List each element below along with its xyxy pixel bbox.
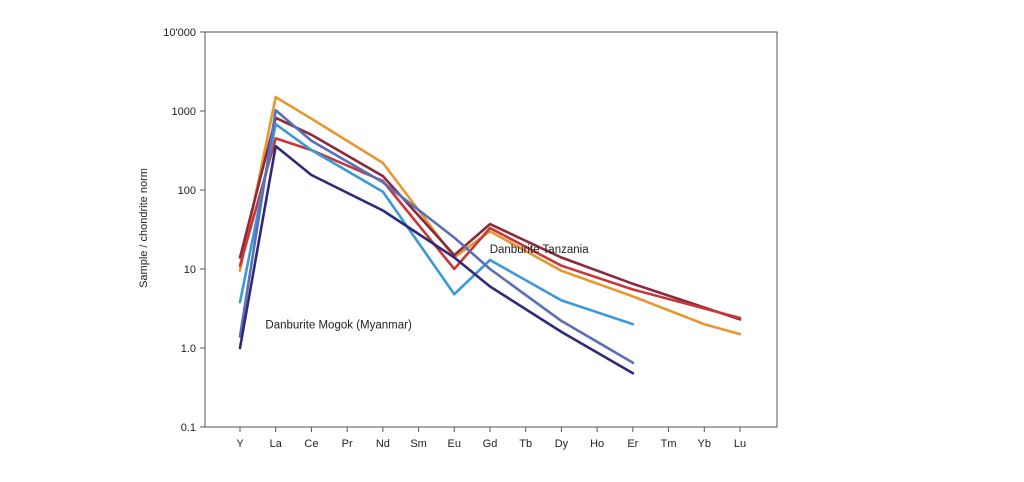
annotations: Danburite Tanzania Danburite Mogok (Myanm… bbox=[265, 244, 589, 332]
series-line-mogok-4 bbox=[238, 122, 635, 326]
series-line-mogok-6 bbox=[238, 144, 635, 375]
series-lines bbox=[238, 95, 742, 375]
x-tick-label-pr: Pr bbox=[342, 438, 353, 450]
y-tick-label: 1.0 bbox=[181, 343, 196, 355]
x-tick-label-ce: Ce bbox=[304, 438, 318, 450]
x-tick-label-yb: Yb bbox=[698, 438, 711, 450]
x-tick-label-tm: Tm bbox=[661, 438, 677, 450]
y-tick-label: 10'000 bbox=[163, 27, 196, 39]
series-line-tanzania-1 bbox=[238, 95, 742, 336]
y-tick-label: 100 bbox=[178, 185, 196, 197]
axes: 0.1 1.0 10 100 1000 10'000 Y La Ce Pr Nd Sm Eu Gd Tb Dy… bbox=[163, 27, 778, 450]
x-tick-label-y: Y bbox=[236, 438, 244, 450]
x-tick-label-gd: Gd bbox=[483, 438, 498, 450]
series-line-tanzania-3 bbox=[238, 137, 742, 320]
x-tick-label-ho: Ho bbox=[590, 438, 604, 450]
x-tick-label-lu: Lu bbox=[734, 438, 746, 450]
annotation-tanzania: Danburite Tanzania bbox=[490, 244, 589, 256]
x-tick-label-dy: Dy bbox=[555, 438, 569, 450]
plot-frame bbox=[204, 31, 778, 428]
x-tick-label-nd: Nd bbox=[376, 438, 390, 450]
y-tick-label: 1000 bbox=[172, 106, 196, 118]
y-axis-title: Sample / chondrite norm bbox=[138, 168, 150, 288]
x-tick-label-sm: Sm bbox=[410, 438, 427, 450]
x-tick-label-tb: Tb bbox=[519, 438, 532, 450]
annotation-mogok: Danburite Mogok (Myanmar) bbox=[265, 320, 412, 332]
series-line-tanzania-2 bbox=[238, 116, 742, 321]
x-tick-label-eu: Eu bbox=[448, 438, 461, 450]
series-line-mogok-5 bbox=[238, 109, 635, 365]
y-tick-label: 10 bbox=[184, 264, 196, 276]
x-tick-label-er: Er bbox=[627, 438, 638, 450]
y-tick-label: 0.1 bbox=[181, 422, 196, 434]
x-tick-label-la: La bbox=[270, 438, 283, 450]
